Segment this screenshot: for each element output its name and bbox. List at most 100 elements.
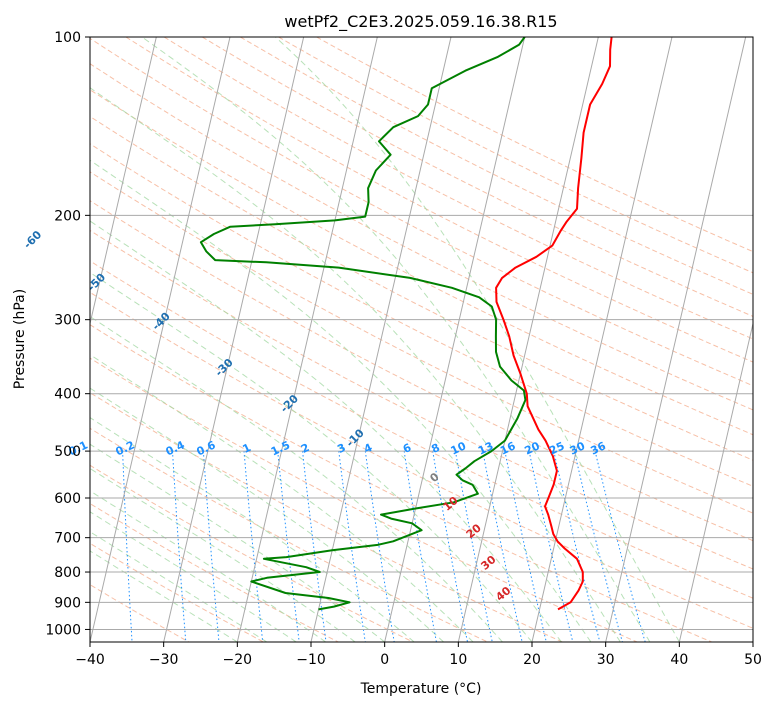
moist-adiabat: [90, 490, 326, 642]
mixing-ratio-line: [172, 451, 187, 642]
isotherm-line: [531, 37, 673, 642]
mixing-ratio-label: 25: [547, 439, 566, 457]
mixing-ratio-label: 36: [589, 439, 609, 457]
mixing-ratio-line: [302, 451, 327, 642]
mixing-ratio-line: [202, 451, 220, 642]
y-tick-label: 100: [54, 30, 81, 46]
isotherm-label: -40: [150, 310, 173, 333]
x-tick-label: 40: [670, 652, 688, 668]
y-tick-label: 1000: [45, 622, 81, 638]
mixing-ratio-line: [573, 450, 623, 642]
y-tick-label: 300: [54, 313, 81, 329]
moist-adiabat: [90, 387, 444, 642]
y-tick-label: 900: [54, 595, 81, 611]
mixing-ratio-label: 8: [429, 441, 441, 456]
dry-adiabat: [201, 37, 753, 317]
dry-adiabat: [90, 260, 753, 599]
mixing-ratio-label: 2: [299, 441, 311, 456]
mixing-ratio-line: [243, 451, 264, 642]
dry-adiabat: [90, 542, 264, 642]
mixing-ratio-line: [338, 451, 366, 642]
mixing-ratio-line: [553, 450, 601, 642]
y-tick-label: 200: [54, 208, 81, 224]
moist-adiabat: [141, 37, 651, 642]
dry-adiabat: [90, 200, 753, 542]
moist-adiabat: [90, 271, 533, 642]
y-tick-label: 800: [54, 565, 81, 581]
moist-adiabat: [275, 37, 680, 642]
y-axis-label: Pressure (hPa): [12, 289, 28, 389]
isotherm-line: [90, 37, 231, 642]
mixing-ratio-label: 4: [362, 441, 375, 456]
dry-adiabat: [90, 171, 753, 514]
x-tick-label: 30: [597, 652, 615, 668]
moist-adiabat: [90, 220, 562, 642]
mixing-ratio-line: [482, 451, 523, 642]
isotherm-label: -50: [85, 270, 108, 293]
mixing-ratio-label: 30: [568, 439, 588, 457]
isotherm-line: [310, 37, 452, 642]
moist-adiabat: [90, 417, 415, 642]
isotherm-label: -20: [278, 392, 301, 415]
mixing-ratio-label: 0.4: [164, 438, 187, 458]
x-tick-label: −30: [149, 652, 179, 668]
isotherm-label: -60: [21, 228, 44, 251]
x-tick-label: 10: [449, 652, 467, 668]
dry-adiabat: [90, 291, 753, 629]
x-tick-label: −10: [296, 652, 326, 668]
isotherm-line: [163, 37, 305, 642]
dry-adiabat: [90, 427, 488, 642]
y-tick-label: 600: [54, 491, 81, 507]
moist-adiabat: [90, 354, 474, 642]
dry-adiabat: [90, 143, 753, 487]
y-tick-label: 400: [54, 387, 81, 403]
isotherm-line: [0, 37, 9, 642]
x-tick-label: 20: [523, 652, 541, 668]
x-axis-label: Temperature (°C): [360, 681, 482, 697]
moist-adiabat: [90, 159, 592, 642]
dry-adiabat: [90, 503, 339, 642]
dry-adiabat: [90, 63, 753, 411]
dry-adiabat: [90, 115, 753, 461]
dry-adiabat-label: 0: [427, 470, 441, 485]
moist-adiabat: [90, 550, 238, 642]
isotherm-line: [236, 37, 378, 642]
dry-adiabat-label: 10: [441, 494, 461, 514]
x-tick-label: 0: [380, 652, 389, 668]
y-tick-label: 500: [54, 444, 81, 460]
isotherm-label: -30: [213, 356, 236, 379]
chart-title: wetPf2_C2E3.2025.059.16.38.R15: [284, 12, 557, 32]
mixing-ratio-label: 20: [522, 439, 542, 457]
background-grid: [0, 37, 753, 642]
mixing-ratio-label: 0.6: [194, 438, 217, 458]
dry-adiabat: [125, 37, 753, 363]
dewpoint-trace: [199, 37, 527, 611]
isotherm-line: [752, 639, 753, 642]
mixing-ratio-label: 6: [401, 441, 414, 456]
axis-ticks: −40 −30 −20 −10 0 10 20 30 40 5010020030040050060…: [45, 30, 762, 668]
moist-adiabat: [90, 531, 268, 642]
mixing-ratio-line: [454, 451, 493, 642]
mixing-ratio-line: [528, 450, 574, 642]
isotherm-line: [457, 37, 599, 642]
dry-adiabat: [90, 229, 753, 570]
dry-adiabat-label: 30: [478, 553, 498, 573]
dry-adiabat: [90, 584, 190, 642]
mixing-ratio-line: [122, 451, 133, 642]
x-tick-label: 50: [744, 652, 762, 668]
mixing-ratio-label: 1: [240, 441, 252, 456]
plot-frame: [89, 36, 754, 643]
isotherm-line: [605, 37, 747, 642]
mixing-ratio-label: 10: [449, 439, 469, 457]
dry-adiabat: [316, 37, 753, 253]
isotherm-line: [384, 37, 526, 642]
mixing-ratio-label: 13: [476, 439, 495, 457]
dry-adiabat-label: 40: [493, 584, 513, 604]
moist-adiabat: [90, 87, 621, 642]
x-tick-label: −40: [75, 652, 105, 668]
mixing-ratio-label: 16: [498, 439, 518, 457]
dry-adiabat: [90, 464, 414, 642]
sounding-traces: [199, 37, 613, 611]
temperature-trace: [495, 37, 613, 611]
